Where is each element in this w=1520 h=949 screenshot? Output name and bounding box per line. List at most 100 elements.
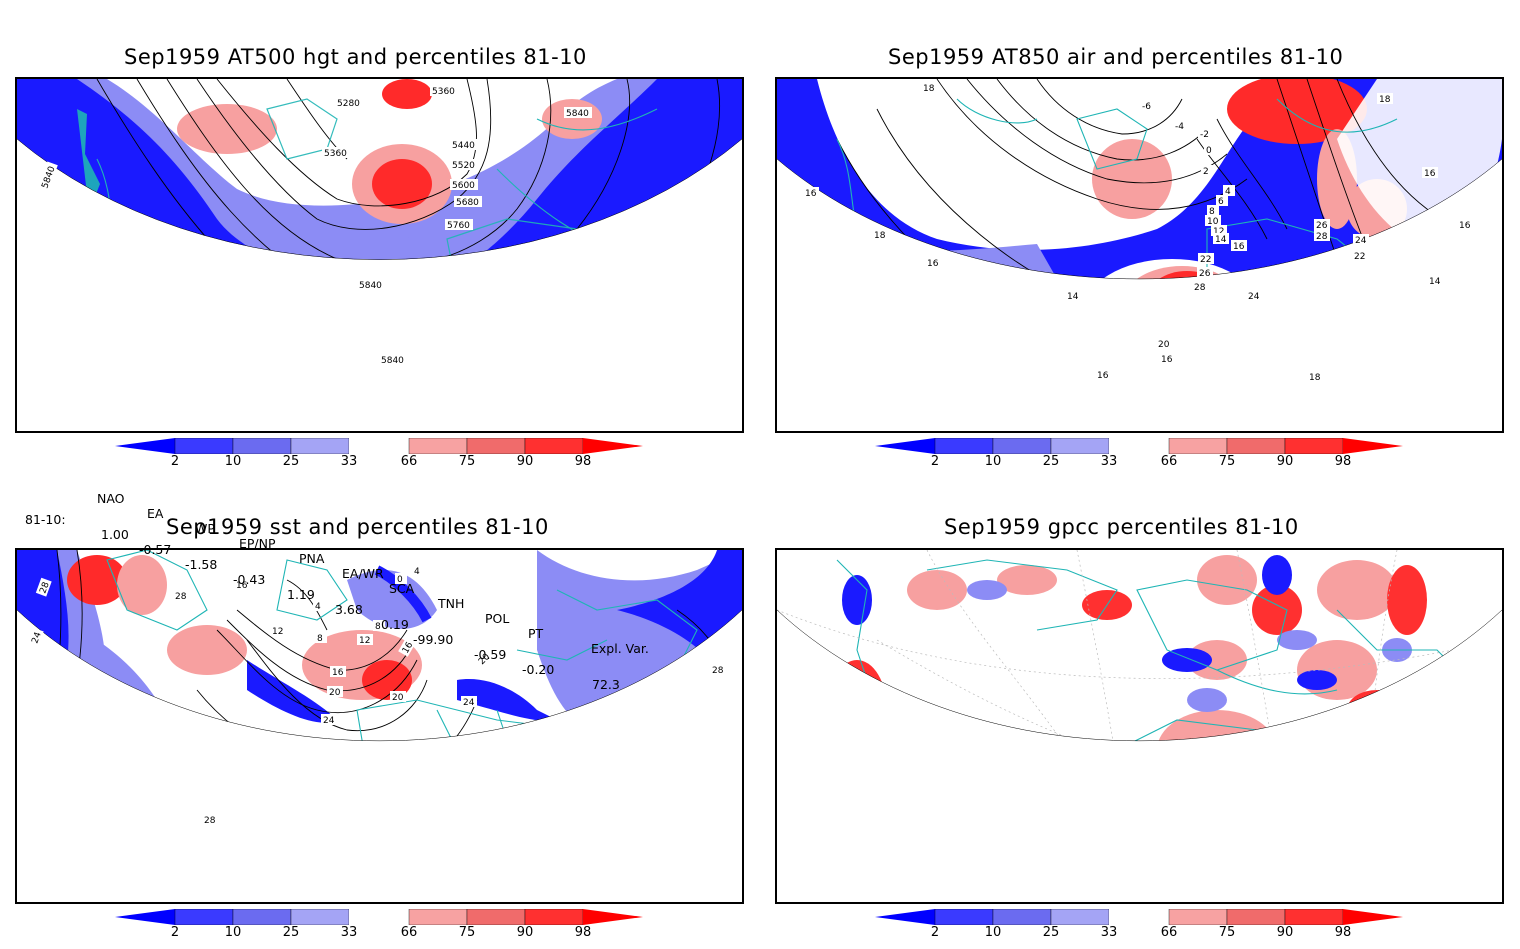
svg-text:16: 16 [1161,355,1173,365]
svg-text:5680: 5680 [456,198,479,208]
svg-text:14: 14 [1429,277,1441,287]
svg-text:16: 16 [805,189,817,199]
svg-text:18: 18 [1309,373,1321,383]
tele-header-nao: NAO [97,491,125,506]
svg-text:12: 12 [272,627,283,637]
colorbar-gpcc: 2 10 25 33 66 75 90 98 [875,908,1405,949]
svg-text:8: 8 [1209,207,1215,217]
svg-text:10: 10 [1207,217,1219,227]
svg-text:5520: 5520 [452,161,475,171]
svg-text:28: 28 [712,666,724,676]
svg-text:22: 22 [1200,255,1211,265]
svg-text:6: 6 [1218,197,1224,207]
svg-text:0: 0 [397,575,403,585]
svg-text:20: 20 [1158,340,1170,350]
svg-text:28: 28 [1316,232,1328,242]
tele-header-wp: WP [195,521,215,536]
tele-header-explvar: Expl. Var. [591,641,649,656]
svg-text:5760: 5760 [447,221,470,231]
svg-text:16: 16 [1459,221,1471,231]
svg-text:16: 16 [236,581,248,591]
svg-text:14: 14 [1067,292,1079,302]
svg-text:24: 24 [1248,292,1260,302]
svg-text:-2: -2 [1200,130,1209,140]
svg-text:26: 26 [1199,269,1211,279]
svg-text:16: 16 [332,668,344,678]
panel-title-air850: Sep1959 AT850 air and percentiles 81-10 [888,45,1344,69]
tele-value-epnp: -0.43 [233,572,266,587]
svg-text:4: 4 [1225,187,1231,197]
svg-text:16: 16 [1097,371,1109,381]
tele-row-label: 81-10: [25,512,66,527]
map-gpcc [775,548,1504,904]
svg-text:16: 16 [1424,169,1436,179]
tele-header-eawr: EA/WR [342,566,384,581]
panel-title-sst: Sep1959 sst and percentiles 81-10 [166,515,549,539]
panel-title-hgt500: Sep1959 AT500 hgt and percentiles 81-10 [124,45,587,69]
svg-text:24: 24 [463,698,475,708]
map-hgt500: 5360 5280 5840 5360 5440 5520 5600 5680 … [15,77,744,433]
svg-text:5600: 5600 [452,181,475,191]
svg-text:12: 12 [1213,227,1224,237]
contour-labels-hgt500: 5360 5280 5840 5360 5440 5520 5600 5680 … [37,85,592,366]
tele-header-pna: PNA [299,551,325,566]
svg-text:20: 20 [392,693,404,703]
svg-text:26: 26 [1316,221,1328,231]
svg-text:5840: 5840 [566,109,589,119]
svg-text:5840: 5840 [40,165,57,190]
tele-value-ea: -0.57 [139,542,172,557]
colorbar-air850: 2 10 25 33 66 75 90 98 [875,437,1405,478]
panel-title-gpcc: Sep1959 gpcc percentiles 81-10 [944,515,1299,539]
svg-text:5360: 5360 [324,149,347,159]
teleconnection-headers: NAO EA WP EP/NP PNA EA/WR SCA TNH POL PT… [0,476,760,656]
contour-labels-sst: 28 24 16 28 4 8 12 16 20 24 12 8 0 4 16 … [27,565,726,826]
svg-text:-4: -4 [1175,122,1184,132]
svg-text:18: 18 [923,84,935,94]
tele-value-pol: -0.59 [474,647,507,662]
svg-text:16: 16 [927,259,939,269]
colorbar-sst: 2 10 25 33 66 75 90 98 [115,908,645,949]
svg-text:20: 20 [329,688,341,698]
tele-value-explvar: 72.3 [592,677,620,692]
svg-text:5280: 5280 [337,99,360,109]
map-air850: 18 16 18 16 14 16 18 -6 -4 -2 0 2 4 6 8 … [775,77,1504,433]
svg-text:4: 4 [315,602,321,612]
tele-header-ea: EA [147,506,164,521]
tele-value-eawr: 3.68 [335,602,363,617]
svg-text:28: 28 [1194,283,1206,293]
svg-text:4: 4 [414,567,420,577]
svg-text:16: 16 [1233,242,1245,252]
tele-header-epnp: EP/NP [239,536,276,551]
contour-labels-air850: 18 16 18 16 14 16 18 -6 -4 -2 0 2 4 6 8 … [803,82,1473,383]
svg-text:14: 14 [1215,235,1227,245]
tele-value-nao: 1.00 [101,527,129,542]
tele-value-pna: 1.19 [287,587,315,602]
svg-text:8: 8 [317,634,323,644]
colorbar-hgt500: 2 10 25 33 66 75 90 98 [115,437,645,478]
map-sst: 28 24 16 28 4 8 12 16 20 24 12 8 0 4 16 … [15,548,744,904]
svg-text:5440: 5440 [452,141,475,151]
svg-text:2: 2 [1203,167,1209,177]
tele-value-tnh: -99.90 [413,632,454,647]
svg-text:8: 8 [375,622,381,632]
svg-text:-6: -6 [1142,102,1151,112]
tele-header-sca: SCA [389,581,415,596]
svg-text:0: 0 [1206,146,1212,156]
svg-text:5840: 5840 [381,356,404,366]
svg-text:12: 12 [359,636,370,646]
svg-text:24: 24 [30,631,43,645]
svg-text:28: 28 [204,816,216,826]
svg-text:28: 28 [175,592,187,602]
svg-text:24: 24 [323,716,335,726]
svg-text:5360: 5360 [432,87,455,97]
teleconnection-values: 81-10: 1.00 -0.57 -1.58 -0.43 1.19 3.68 … [0,497,760,692]
tele-value-pt: -0.20 [522,662,555,677]
svg-text:22: 22 [1354,252,1365,262]
svg-text:28: 28 [38,581,51,595]
svg-text:18: 18 [1379,95,1391,105]
tele-header-tnh: TNH [438,596,465,611]
tele-header-pol: POL [485,611,510,626]
tele-value-wp: -1.58 [185,557,218,572]
tele-value-sca: 0.19 [381,617,409,632]
svg-text:18: 18 [874,231,886,241]
